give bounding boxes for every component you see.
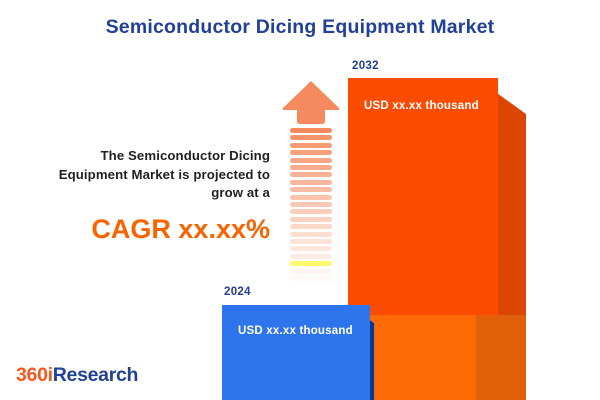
statement-line-1: The Semiconductor Dicing	[100, 148, 270, 163]
brand-logo-360i: 360i	[16, 364, 53, 386]
bar-2032-overlap-side-band	[476, 315, 526, 400]
bar-2024: 2024 USD xx.xx thousand	[222, 286, 392, 400]
growth-arrow-icon	[281, 80, 341, 295]
arrow-shaft-stripe	[290, 261, 332, 267]
arrow-shaft-stripe	[290, 276, 332, 281]
arrow-shaft-stripe	[290, 246, 332, 252]
arrow-shaft-stripe	[290, 239, 332, 244]
arrow-shaft-stripe	[290, 172, 332, 178]
statement-line-3: grow at a	[211, 185, 270, 200]
arrow-shaft-stripe	[290, 135, 332, 141]
statement-line-2: Equipment Market is projected to	[58, 166, 270, 182]
page-title: Semiconductor Dicing Equipment Market	[105, 16, 495, 38]
arrow-shaft-stripe	[290, 202, 332, 207]
bar-2024-value-label: USD xx.xx thousand	[238, 325, 353, 337]
arrow-shaft-stripe	[290, 268, 332, 274]
arrow-shaft-stripe	[290, 179, 332, 185]
arrow-shaft-stripe	[290, 209, 332, 215]
statement-block: The Semiconductor Dicing Equipment Marke…	[30, 147, 270, 245]
arrow-shaft-stripe	[290, 194, 332, 200]
brand-logo-research: Research	[52, 364, 139, 386]
arrow-shaft-stripe	[290, 128, 332, 133]
arrow-head-icon	[282, 81, 340, 124]
bar-2024-front-face	[222, 305, 370, 400]
cagr-value: CAGR xx.xx%	[91, 213, 270, 244]
arrow-shaft-stripe	[290, 253, 332, 259]
bar-2024-year-label: 2024	[224, 286, 251, 298]
bar-2032-value-label: USD xx.xx thousand	[364, 100, 479, 112]
arrow-shaft-stripe	[290, 150, 332, 156]
arrow-shaft-stripe	[290, 142, 332, 148]
arrow-shaft-stripe	[290, 165, 332, 170]
arrow-shaft-stripe	[290, 157, 332, 163]
arrow-shaft-stripe	[290, 231, 332, 237]
arrow-shaft-stripe	[290, 216, 332, 222]
arrow-shaft-stripe	[290, 187, 332, 193]
brand-logo: 360iResearch	[16, 364, 138, 387]
bar-2032-year-label: 2032	[352, 60, 379, 72]
arrow-shaft-stripe	[290, 224, 332, 230]
